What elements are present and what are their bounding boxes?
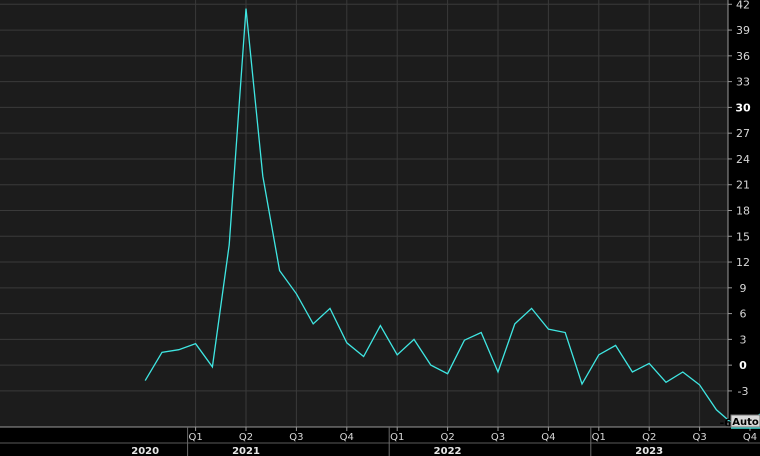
y-tick-label: 18 [736, 204, 750, 217]
y-tick-label: 24 [736, 153, 750, 166]
auto-scale-label[interactable]: Auto [732, 417, 759, 428]
x-quarter-label: Q2 [642, 432, 656, 443]
y-axis-panel [728, 0, 760, 427]
y-tick-label: 27 [736, 127, 750, 140]
auto-scale-background[interactable] [730, 414, 760, 428]
grid-lines [0, 0, 751, 427]
x-year-label: 2020 [131, 446, 159, 456]
x-quarter-label: Q1 [592, 432, 606, 443]
y-tick-label: 39 [736, 24, 750, 37]
x-quarter-label: Q2 [239, 432, 253, 443]
y-tick-label: 12 [736, 256, 750, 269]
y-tick-label: -3 [738, 385, 749, 398]
plot-background [0, 0, 728, 427]
y-tick-label: 33 [736, 76, 750, 89]
auto-scale-button[interactable]: Auto [730, 414, 760, 428]
x-quarter-label: Q1 [188, 432, 202, 443]
y-tick-label: 21 [736, 179, 750, 192]
y-tick-label: 6 [740, 308, 747, 321]
y-tick-label: 30 [735, 101, 751, 114]
x-axis-ticks: Q1Q2Q3Q4Q1Q2Q3Q4Q1Q2Q3Q4Q1Q2202020212022… [131, 427, 757, 456]
y-tick-label: 0 [739, 359, 747, 372]
x-quarter-label: Q4 [340, 432, 354, 443]
x-quarter-label: Q3 [692, 432, 706, 443]
x-quarter-label: Q4 [743, 432, 757, 443]
y-tick-label: 42 [736, 0, 750, 11]
x-quarter-label: Q3 [491, 432, 505, 443]
x-quarter-label: Q1 [390, 432, 404, 443]
y-tick-label: 36 [736, 50, 750, 63]
x-quarter-label: Q4 [541, 432, 555, 443]
y-tick-label: 9 [740, 282, 747, 295]
x-year-label: 2022 [434, 446, 462, 456]
y-tick-label: 3 [740, 333, 747, 346]
series-line [144, 8, 760, 426]
x-quarter-label: Q3 [289, 432, 303, 443]
x-quarter-label: Q2 [440, 432, 454, 443]
x-axis-panel [0, 427, 760, 456]
y-tick-label: 15 [736, 230, 750, 243]
x-year-label: 2021 [232, 446, 260, 456]
x-year-label: 2023 [635, 446, 663, 456]
